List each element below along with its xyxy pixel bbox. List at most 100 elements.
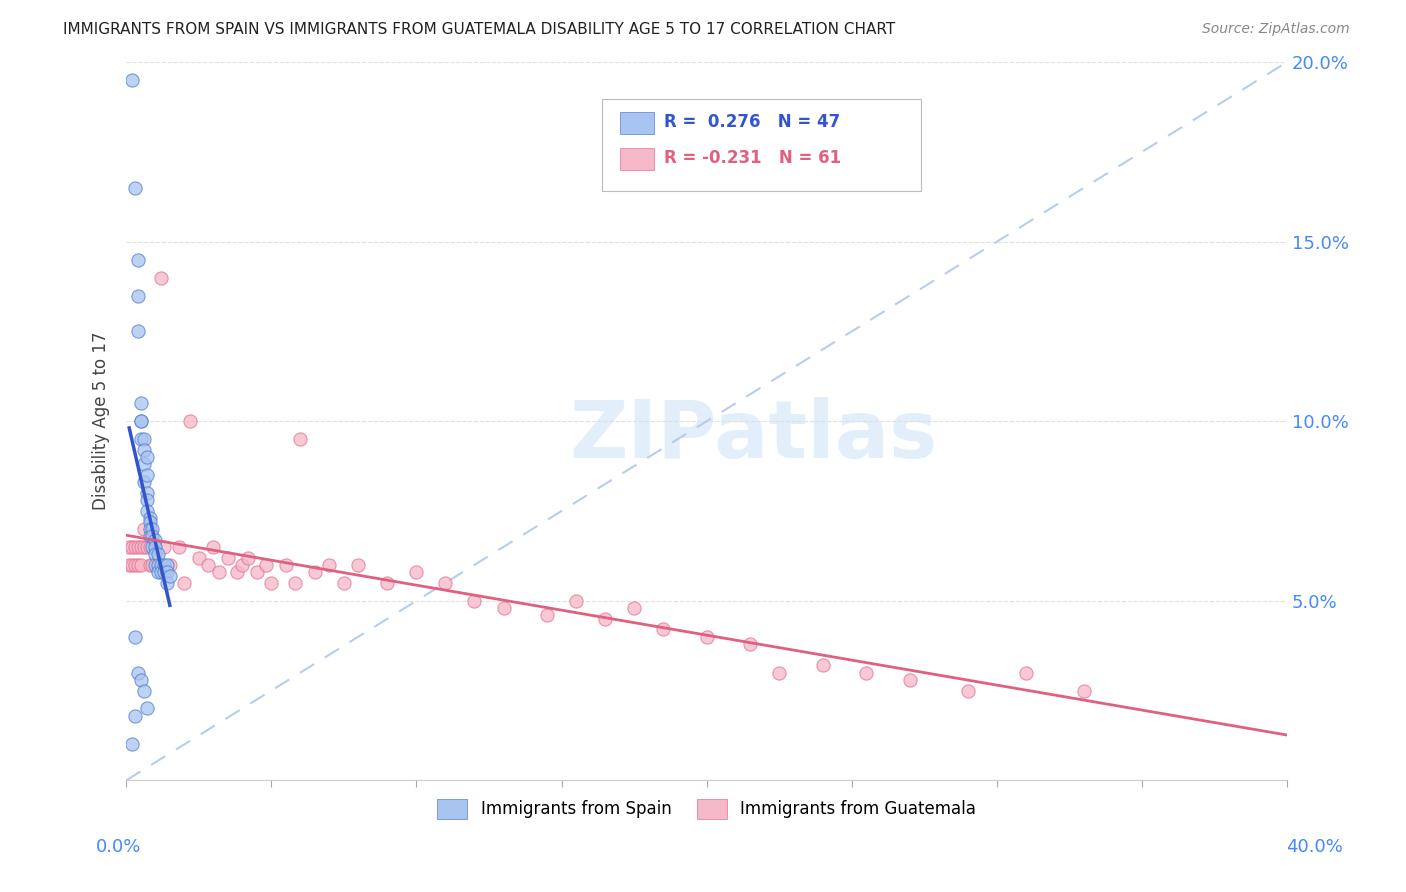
Point bbox=[132, 522, 155, 536]
Point bbox=[143, 533, 166, 547]
Point bbox=[246, 565, 269, 579]
Point bbox=[304, 565, 326, 579]
Point bbox=[135, 486, 157, 500]
Text: R =  0.276   N = 47: R = 0.276 N = 47 bbox=[664, 113, 839, 131]
Point bbox=[127, 665, 149, 680]
Point bbox=[150, 565, 173, 579]
Point bbox=[405, 565, 427, 579]
Point bbox=[148, 558, 170, 572]
Point bbox=[197, 558, 219, 572]
Point bbox=[231, 558, 253, 572]
Point bbox=[135, 450, 157, 464]
Point bbox=[208, 565, 231, 579]
Point bbox=[135, 504, 157, 518]
Text: R = -0.231   N = 61: R = -0.231 N = 61 bbox=[664, 149, 841, 168]
Point bbox=[118, 540, 141, 554]
Point bbox=[129, 414, 152, 428]
Point bbox=[141, 522, 163, 536]
Point bbox=[138, 511, 160, 525]
Point bbox=[225, 565, 247, 579]
Point bbox=[156, 575, 179, 590]
Point bbox=[138, 515, 160, 529]
Point bbox=[118, 558, 141, 572]
Point bbox=[274, 558, 297, 572]
Point bbox=[132, 432, 155, 446]
Point bbox=[768, 665, 790, 680]
Point bbox=[141, 529, 163, 543]
Point bbox=[143, 558, 166, 572]
Point bbox=[217, 550, 239, 565]
Point bbox=[143, 540, 166, 554]
Point bbox=[127, 558, 149, 572]
Point bbox=[536, 608, 558, 623]
Point bbox=[127, 540, 149, 554]
Point bbox=[121, 540, 143, 554]
Point bbox=[124, 540, 146, 554]
Point bbox=[138, 558, 160, 572]
Point bbox=[132, 683, 155, 698]
Point bbox=[1015, 665, 1038, 680]
Point bbox=[153, 558, 176, 572]
Point bbox=[129, 414, 152, 428]
Point bbox=[187, 550, 209, 565]
Point bbox=[143, 547, 166, 561]
Point bbox=[138, 529, 160, 543]
Point bbox=[153, 540, 176, 554]
Point bbox=[132, 540, 155, 554]
Point bbox=[238, 550, 260, 565]
Point bbox=[956, 683, 979, 698]
Point bbox=[135, 701, 157, 715]
Point bbox=[811, 658, 834, 673]
Point bbox=[156, 558, 179, 572]
Point bbox=[284, 575, 307, 590]
Legend: Immigrants from Spain, Immigrants from Guatemala: Immigrants from Spain, Immigrants from G… bbox=[430, 792, 983, 826]
Point bbox=[143, 540, 166, 554]
Text: IMMIGRANTS FROM SPAIN VS IMMIGRANTS FROM GUATEMALA DISABILITY AGE 5 TO 17 CORREL: IMMIGRANTS FROM SPAIN VS IMMIGRANTS FROM… bbox=[63, 22, 896, 37]
Point bbox=[173, 575, 195, 590]
Point bbox=[260, 575, 283, 590]
Y-axis label: Disability Age 5 to 17: Disability Age 5 to 17 bbox=[93, 332, 110, 510]
Point bbox=[129, 540, 152, 554]
Text: 0.0%: 0.0% bbox=[96, 838, 141, 855]
Point bbox=[129, 396, 152, 410]
Point bbox=[898, 673, 921, 687]
Point bbox=[740, 637, 762, 651]
Point bbox=[129, 432, 152, 446]
Point bbox=[377, 575, 399, 590]
Point bbox=[179, 414, 201, 428]
Point bbox=[318, 558, 340, 572]
Point bbox=[135, 493, 157, 508]
Text: 40.0%: 40.0% bbox=[1286, 838, 1343, 855]
Point bbox=[141, 540, 163, 554]
Point bbox=[652, 623, 675, 637]
Point bbox=[593, 612, 616, 626]
Point bbox=[124, 630, 146, 644]
Point bbox=[434, 575, 457, 590]
Point bbox=[565, 593, 588, 607]
Point bbox=[141, 558, 163, 572]
Point bbox=[138, 522, 160, 536]
Point bbox=[132, 458, 155, 472]
Bar bbox=[620, 148, 654, 169]
Point bbox=[159, 558, 181, 572]
Point bbox=[138, 540, 160, 554]
Point bbox=[121, 73, 143, 87]
Point bbox=[202, 540, 225, 554]
Point bbox=[696, 630, 718, 644]
Point bbox=[148, 558, 170, 572]
Point bbox=[150, 270, 173, 285]
Point bbox=[148, 565, 170, 579]
Point bbox=[167, 540, 190, 554]
Point bbox=[135, 468, 157, 483]
Text: ZIPatlas: ZIPatlas bbox=[569, 397, 938, 475]
Point bbox=[148, 547, 170, 561]
Point bbox=[153, 565, 176, 579]
Point bbox=[129, 673, 152, 687]
Point bbox=[492, 601, 515, 615]
Text: Source: ZipAtlas.com: Source: ZipAtlas.com bbox=[1202, 22, 1350, 37]
Point bbox=[347, 558, 370, 572]
Point bbox=[129, 558, 152, 572]
Point bbox=[124, 181, 146, 195]
Point bbox=[132, 475, 155, 490]
FancyBboxPatch shape bbox=[602, 100, 921, 192]
